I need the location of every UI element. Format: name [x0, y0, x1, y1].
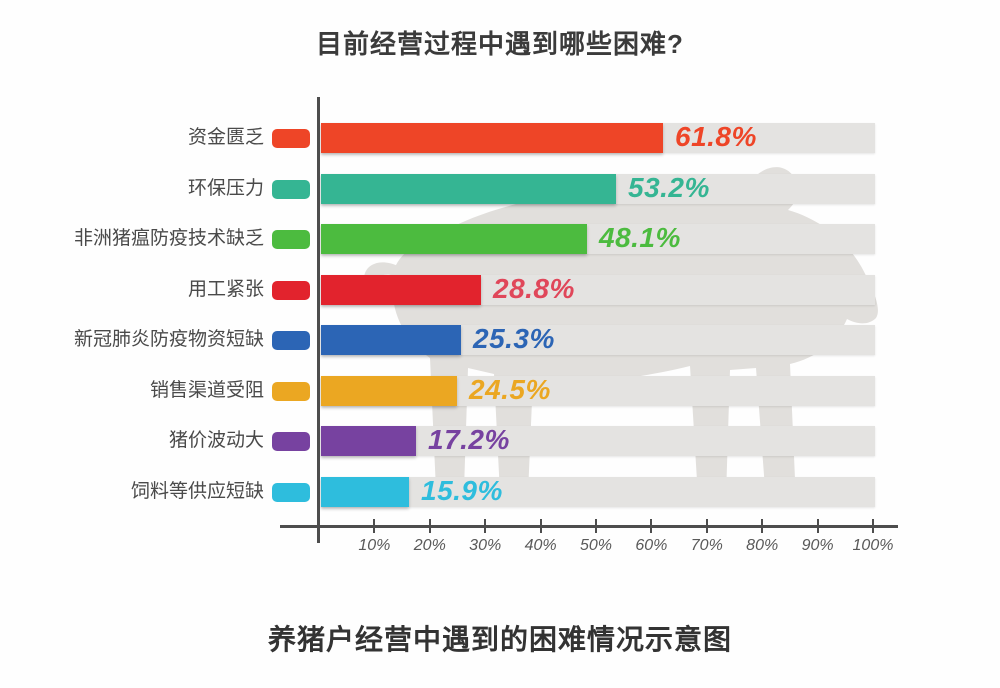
category-label: 饲料等供应短缺: [130, 481, 264, 502]
category-color-swatch: [272, 483, 310, 502]
x-axis-tick-label: 50%: [579, 537, 613, 554]
bar-4: [321, 275, 481, 305]
category-label: 用工紧张: [187, 279, 264, 300]
category-label: 环保压力: [187, 178, 264, 199]
value-label: 15.9%: [421, 475, 503, 506]
plot-area: 资金匮乏 61.8% 环保压力 53.2% 非洲猪瘟防疫技术缺乏 48.1% 用工紧张 28.…: [73, 121, 894, 554]
bar-5: [321, 325, 461, 355]
value-label: 17.2%: [428, 424, 510, 455]
bar-8: [321, 477, 409, 507]
value-label: 24.5%: [469, 374, 551, 405]
x-axis-tick-label: 60%: [635, 537, 668, 554]
x-axis-tick-label: 70%: [690, 537, 723, 554]
chart-title: 目前经营过程中遇到哪些困难?: [316, 29, 684, 59]
category-label: 资金匮乏: [187, 127, 264, 148]
category-label: 非洲猪瘟防疫技术缺乏: [73, 228, 264, 249]
category-color-swatch: [272, 180, 310, 199]
x-axis-tick-label: 30%: [469, 537, 502, 554]
bar-3: [321, 224, 587, 254]
bar-6: [321, 376, 457, 406]
category-label: 猪价波动大: [168, 430, 264, 451]
category-color-swatch: [272, 382, 310, 401]
x-axis-tick-label: 20%: [413, 537, 446, 554]
bar-2: [321, 174, 616, 204]
y-axis-line: [317, 97, 320, 543]
value-label: 25.3%: [473, 323, 555, 354]
x-axis-tick-label: 80%: [746, 537, 779, 554]
category-color-swatch: [272, 129, 310, 148]
category-color-swatch: [272, 230, 310, 249]
category-color-swatch: [272, 281, 310, 300]
category-color-swatch: [272, 432, 310, 451]
bar-7: [321, 426, 416, 456]
x-axis-tick-label: 10%: [358, 537, 391, 554]
x-axis-tick-label: 100%: [852, 537, 894, 554]
value-label: 61.8%: [675, 121, 757, 152]
category-label: 新冠肺炎防疫物资短缺: [73, 329, 264, 350]
category-color-swatch: [272, 331, 310, 350]
bar-track: [321, 477, 875, 507]
bar-1: [321, 123, 663, 153]
value-label: 48.1%: [599, 222, 681, 253]
value-label: 28.8%: [493, 273, 575, 304]
x-axis-tick-label: 40%: [524, 537, 557, 554]
category-label: 销售渠道受阻: [149, 380, 264, 401]
value-label: 53.2%: [628, 172, 710, 203]
x-axis-tick-label: 90%: [801, 537, 834, 554]
chart-caption: 养猪户经营中遇到的困难情况示意图: [267, 624, 732, 655]
x-axis-line: [280, 525, 898, 528]
